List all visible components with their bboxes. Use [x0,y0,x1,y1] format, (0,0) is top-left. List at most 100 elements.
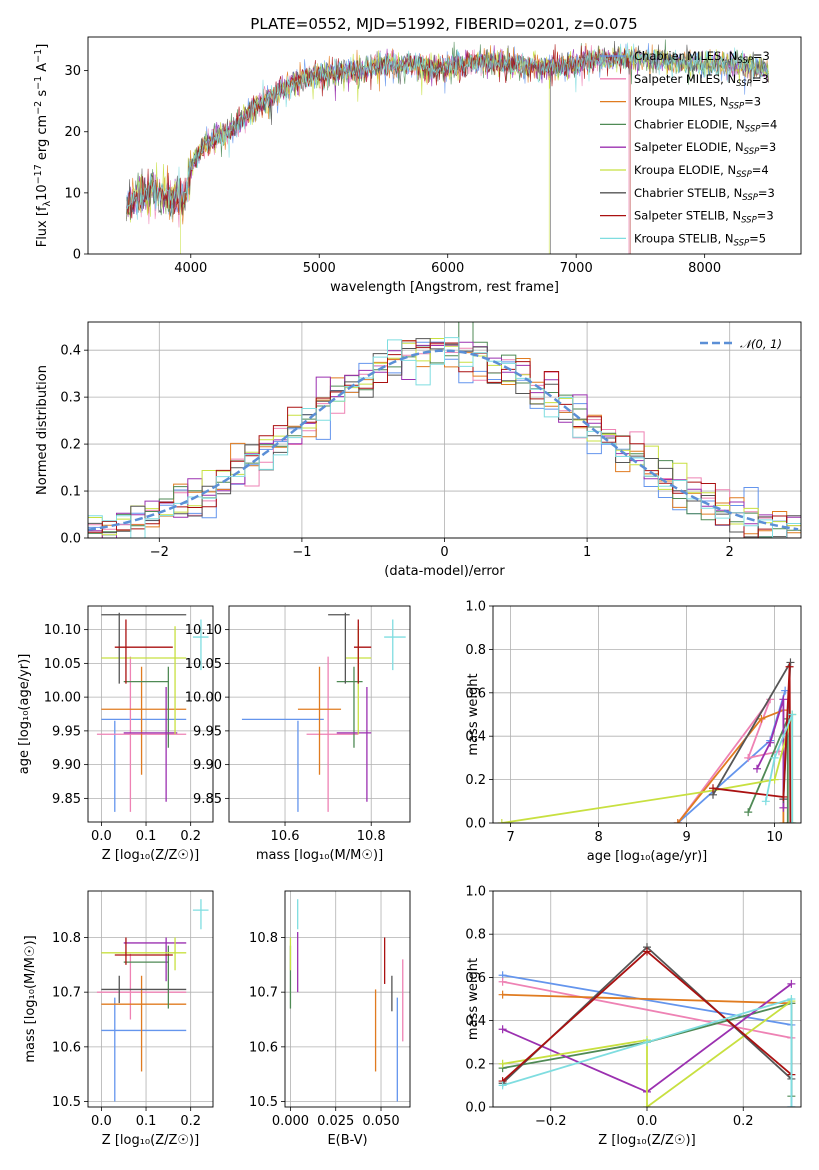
y-tick-label: 0.4 [465,730,486,745]
weight-marker [783,819,792,823]
y-tick-label: 10.8 [52,931,81,946]
plot-area [88,322,801,538]
legend-label: Chabrier ELODIE, NSSP=4 [634,117,777,134]
weight-marker [753,764,761,773]
plot-area [498,943,796,1107]
y-tick-label: 10.6 [52,1040,81,1055]
weight-marker [786,819,795,823]
legend-name: Kroupa MILES, N [634,95,729,109]
x-tick-label: 10.8 [357,829,386,844]
errorbar-point-6 [101,937,187,971]
legend-label: Chabrier STELIB, NSSP=3 [634,186,775,203]
y-tick-label: 0.0 [465,817,486,832]
errorbar-point-9 [192,619,209,671]
y-tick-label: 9.90 [193,758,222,773]
y-tick-label: 0.6 [465,971,486,986]
legend-label: Kroupa STELIB, NSSP=5 [634,231,766,248]
y-tick-label: 10.00 [44,691,81,706]
weight-marker [643,947,651,956]
weight-marker [779,695,788,704]
legend-sub: SSP [744,147,760,157]
axes-frame [492,605,802,824]
y-tick-label: 0.0 [60,532,81,547]
errorbar-point-5 [336,687,372,802]
weight-marker [766,738,775,747]
legend-nssp: =3 [752,72,769,86]
y-label-part: −1 [33,49,44,63]
y-tick-label: 10.5 [52,1095,81,1110]
spectrum-series-9 [126,42,769,220]
y-tick-label: 0.8 [465,928,486,943]
axes-frame [87,890,214,1108]
legend-name: Chabrier MILES, N [634,49,737,63]
weight-series-9 [764,714,794,823]
panel-mass-vs-Z: 0.0 0.1 0.2 10.5 10.6 10.7 10.8 Z [log₁₀(Z/Z☉)]… [23,890,214,1148]
legend-nssp: =3 [753,49,770,63]
weight-marker [786,658,795,667]
y-tick-label: 9.85 [52,792,81,807]
y-tick-label: 10.10 [185,623,222,638]
x-tick-label: 0.025 [317,1114,354,1129]
panel-age-vs-mass: 10.6 10.8 9.85 9.90 9.95 10.00 10.05 10.10 mass … [185,605,411,863]
weight-series-9 [502,997,793,1107]
errorbar-point-8 [353,619,372,684]
x-tick-label: 0.050 [362,1114,399,1129]
plot-area [96,612,209,812]
y-axis-label: age [log₁₀(age/yr)] [17,654,32,775]
errorbar-point-7 [101,612,187,684]
spectrum-series-5 [126,45,769,218]
weight-marker [779,819,788,823]
x-axis-label: Z [log₁₀(Z/Z☉)] [598,1133,695,1148]
weight-marker [787,1103,796,1107]
x-tick-label: 8000 [688,261,721,276]
weight-marker [643,1038,651,1047]
legend: Chabrier MILES, N SSP =3 Salpeter MILES, N S… [600,49,777,248]
weight-marker [757,714,766,723]
x-tick-label: 4000 [174,261,207,276]
errorbar-point-3 [297,666,342,775]
histogram-series-9 [88,337,801,538]
plot-area [96,899,209,1102]
errorbar-point-9 [384,619,406,671]
y-tick-label: 10.7 [249,986,278,1001]
weight-series-8 [712,666,792,823]
y-tick-label: 0 [73,248,81,263]
legend-nssp: =3 [758,186,775,200]
errorbar-point-1 [101,997,187,1102]
weight-series-6 [501,714,794,823]
weight-marker [498,977,507,986]
x-axis-label: Z [log₁₀(Z/Z☉)] [102,1133,199,1148]
axes-frame [87,605,214,823]
y-axis-label: Normed distribution [35,365,50,495]
legend-sub: SSP [741,216,757,226]
plot-area [241,612,406,812]
legend-name: Salpeter STELIB, N [634,209,741,223]
legend-name: Kroupa ELODIE, N [634,163,736,177]
x-axis-label: mass [log₁₀(M/M☉)] [256,848,383,863]
plot-area [126,39,769,254]
x-tick-label: 0.000 [272,1114,309,1129]
y-tick-label: 30 [64,64,81,79]
weight-marker [498,1059,507,1068]
weight-series-6 [502,1000,792,1107]
panel-spectrum: 4000 5000 6000 7000 8000 0 10 20 30 wavelength [A… [33,36,802,295]
x-axis-label: E(B-V) [327,1133,367,1148]
weight-marker [779,803,788,812]
y-tick-label: 9.95 [52,724,81,739]
legend-sub: SSP [734,238,750,248]
y-tick-label: 0.0 [465,1101,486,1116]
legend-name: Chabrier ELODIE, N [634,117,745,131]
y-tick-label: 10.00 [185,691,222,706]
legend-name: Salpeter MILES, N [634,72,736,86]
weight-marker [788,710,797,719]
plot-area [497,658,797,823]
x-tick-label: −0.2 [535,1114,567,1129]
legend-name: Salpeter ELODIE, N [634,140,744,154]
y-tick-label: 20 [64,125,81,140]
weight-marker [643,1103,651,1107]
weight-marker [761,797,770,806]
x-tick-label: 0.2 [180,1114,201,1129]
y-label-part: s [35,90,50,101]
weight-marker [770,775,779,784]
